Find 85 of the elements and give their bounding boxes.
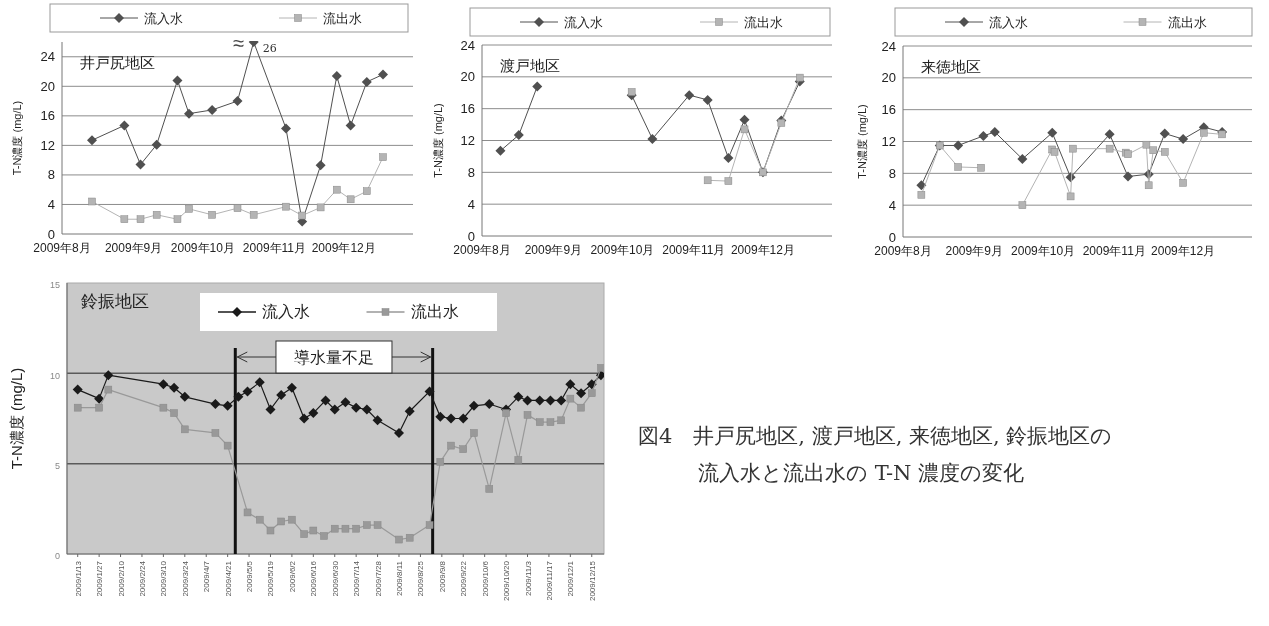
y-axis-title: T-N濃度 (mg/L) — [856, 104, 868, 179]
x-tick-label: 2009/6/30 — [330, 560, 340, 597]
x-tick-label: 2009年11月 — [242, 241, 307, 255]
caption: 図4 井戸尻地区, 渡戸地区, 来徳地区, 鈴振地区の流入水と流出水の T-N 濃度の変化 — [638, 423, 1114, 487]
x-tick-label: 2009年8月 — [874, 244, 932, 258]
x-tick-label: 2009/8/25 — [416, 560, 426, 597]
y-tick-label: 20 — [460, 69, 475, 85]
y-axis-title: T-N濃度 (mg/L) — [432, 103, 444, 178]
y-tick-label: 20 — [40, 78, 55, 94]
y-axis-title: T-N濃度 (mg/L) — [8, 367, 25, 470]
y-tick-label: 12 — [881, 134, 896, 150]
legend-label: 流出水 — [323, 11, 362, 26]
text: 来徳地区 — [921, 58, 981, 75]
y-tick-label: 24 — [40, 49, 55, 65]
text: 渡戸地区 — [500, 57, 560, 74]
y-tick-label: 0 — [54, 551, 60, 562]
text: 井戸尻地区 — [80, 54, 155, 71]
legend-label: 流入水 — [564, 15, 603, 30]
x-tick-label: 2009/7/28 — [373, 560, 383, 597]
x-tick-label: 2009年9月 — [524, 243, 583, 257]
x-tick-label: 2009/2/24 — [137, 560, 147, 597]
x-tick-label: 2009/10/6 — [480, 560, 490, 597]
y-tick-label: 12 — [40, 137, 55, 153]
y-tick-label: 24 — [460, 37, 475, 53]
x-tick-label: 2009/1/27 — [95, 560, 105, 597]
x-tick-label: 2009年9月 — [104, 241, 163, 255]
x-tick-label: 2009/5/19 — [266, 560, 276, 597]
y-tick-label: 4 — [467, 196, 475, 212]
x-tick-label: 2009年11月 — [1082, 244, 1146, 258]
y-tick-label: 8 — [467, 164, 475, 180]
y-tick-label: 4 — [47, 197, 55, 213]
text: 鈴振地区 — [81, 292, 149, 311]
x-tick-label: 2009/8/11 — [394, 560, 404, 596]
x-tick-label: 2009/7/14 — [352, 560, 362, 597]
x-tick-label: 2009/11/3 — [523, 560, 533, 596]
annotation: 導水量不足 — [293, 349, 374, 366]
legend-label: 流入水 — [989, 15, 1028, 30]
x-tick-label: 2009年9月 — [945, 244, 1003, 258]
y-tick-label: 8 — [47, 167, 55, 183]
x-tick-label: 2009/3/24 — [180, 560, 190, 597]
x-tick-label: 2009年8月 — [453, 243, 511, 257]
annotation: 26 — [262, 42, 277, 55]
x-tick-label: 2009/12/1 — [566, 560, 576, 597]
x-tick-label: 2009/9/8 — [437, 560, 447, 593]
legend-label: 流出水 — [744, 15, 783, 30]
y-tick-label: 12 — [460, 133, 475, 149]
x-tick-label: 2009年12月 — [311, 241, 376, 255]
y-tick-label: 16 — [460, 101, 475, 117]
y-tick-label: 8 — [888, 165, 896, 181]
x-tick-label: 2009/12/15 — [587, 560, 597, 602]
x-tick-label: 2009/4/7 — [202, 560, 212, 593]
x-tick-label: 2009/6/16 — [309, 560, 319, 597]
x-tick-label: 2009年12月 — [730, 243, 795, 257]
x-tick-label: 2009/5/5 — [245, 560, 255, 593]
y-axis-title: T-N濃度 (mg/L) — [11, 100, 23, 176]
y-tick-label: 20 — [881, 70, 896, 86]
annotation: ≈ — [233, 32, 245, 54]
legend-label: 流入水 — [262, 303, 310, 320]
legend-label: 流出水 — [410, 303, 459, 320]
y-tick-label: 0 — [888, 229, 896, 245]
x-tick-label: 2009/4/21 — [223, 560, 233, 597]
x-tick-label: 2009/3/10 — [159, 560, 169, 597]
y-tick-label: 10 — [49, 370, 60, 381]
y-tick-label: 16 — [881, 102, 896, 118]
x-tick-label: 2009/2/10 — [116, 560, 126, 597]
x-tick-label: 2009/11/17 — [544, 560, 554, 601]
x-tick-label: 2009年12月 — [1151, 244, 1216, 258]
x-tick-label: 2009年10月 — [170, 241, 235, 255]
x-tick-label: 2009/1/13 — [73, 560, 83, 597]
y-tick-label: 5 — [54, 460, 60, 471]
legend-label: 流入水 — [144, 11, 183, 26]
y-tick-label: 15 — [49, 280, 60, 291]
y-tick-label: 0 — [467, 228, 475, 244]
y-tick-label: 4 — [888, 197, 896, 213]
legend-label: 流出水 — [1167, 15, 1207, 30]
y-tick-label: 16 — [40, 108, 55, 124]
x-tick-label: 2009/9/22 — [459, 560, 469, 597]
x-tick-label: 2009/10/20 — [502, 560, 512, 602]
x-tick-label: 2009/6/2 — [287, 560, 297, 593]
x-tick-label: 2009年11月 — [662, 243, 726, 257]
x-tick-label: 2009年10月 — [590, 243, 655, 257]
x-tick-label: 2009年10月 — [1011, 244, 1076, 258]
y-tick-label: 0 — [47, 226, 55, 242]
x-tick-label: 2009年8月 — [33, 241, 91, 255]
y-tick-label: 24 — [881, 38, 896, 54]
